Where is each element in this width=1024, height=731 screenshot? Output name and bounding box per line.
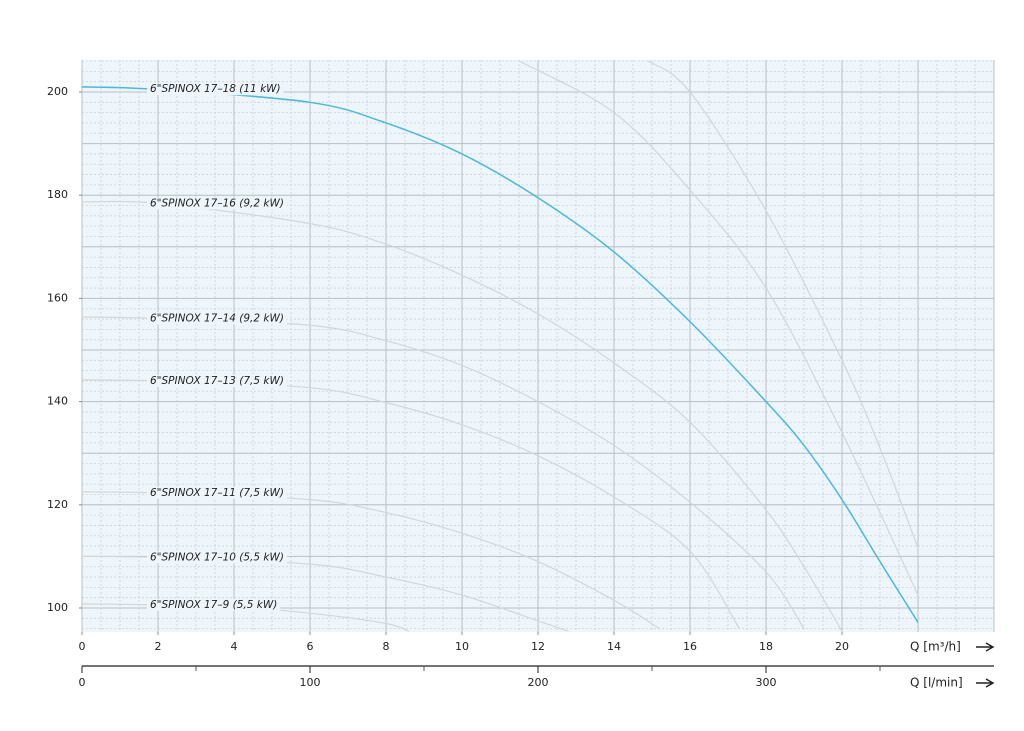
curve-group: 6"SPINOX 17–14 (9,2 kW) bbox=[82, 312, 805, 629]
curve bbox=[82, 86, 919, 623]
curve bbox=[82, 200, 843, 632]
x-axis-label: Q [m³/h] bbox=[910, 640, 961, 654]
label-bg bbox=[147, 197, 287, 210]
x-tick-label: 10 bbox=[455, 640, 469, 653]
curve-label: 6"SPINOX 17–10 (5,5 kW) bbox=[150, 551, 284, 563]
curve-group: 6"SPINOX 17–11 (7,5 kW) bbox=[82, 486, 660, 630]
curve-group bbox=[647, 60, 919, 549]
x-tick-label: 18 bbox=[759, 640, 773, 653]
x-tick-label: 12 bbox=[531, 640, 545, 653]
curve-label: 6"SPINOX 17–13 (7,5 kW) bbox=[150, 375, 284, 387]
x2-tick-label: 200 bbox=[528, 676, 549, 689]
x2-tick-label: 300 bbox=[756, 676, 777, 689]
x-tick-label: 8 bbox=[383, 640, 390, 653]
x2-tick-label: 0 bbox=[79, 676, 86, 689]
curve-group bbox=[518, 60, 919, 596]
y-tick-label: 140 bbox=[47, 395, 68, 408]
label-bg bbox=[147, 486, 287, 499]
label-bg bbox=[147, 598, 281, 611]
arrow bbox=[976, 678, 995, 688]
curve-label: 6"SPINOX 17–11 (7,5 kW) bbox=[150, 487, 284, 499]
curve-group: 6"SPINOX 17–13 (7,5 kW) bbox=[82, 374, 740, 629]
y-tick-label: 160 bbox=[47, 291, 68, 304]
x-tick-label: 14 bbox=[607, 640, 621, 653]
curve-group: 6"SPINOX 17–10 (5,5 kW) bbox=[82, 551, 569, 632]
curve-label: 6"SPINOX 17–14 (9,2 kW) bbox=[150, 312, 284, 324]
y-tick-label: 100 bbox=[47, 601, 68, 614]
label-bg bbox=[147, 83, 284, 96]
x-tick-label: 0 bbox=[79, 640, 86, 653]
x-tick-label: 2 bbox=[155, 640, 162, 653]
y-tick-label: 200 bbox=[47, 85, 68, 98]
curve-label: 6"SPINOX 17–16 (9,2 kW) bbox=[150, 197, 284, 209]
curve-label: 6"SPINOX 17–18 (11 kW) bbox=[150, 83, 281, 95]
curve-group: 6"SPINOX 17–16 (9,2 kW) bbox=[82, 197, 843, 632]
x2-axis-label: Q [l/min] bbox=[910, 676, 963, 690]
y-tick-label: 120 bbox=[47, 498, 68, 511]
label-bg bbox=[147, 374, 287, 387]
curve bbox=[518, 60, 919, 596]
curve bbox=[647, 60, 919, 549]
arrow bbox=[976, 642, 995, 652]
x-tick-label: 16 bbox=[683, 640, 697, 653]
label-bg bbox=[147, 312, 287, 325]
x2-tick-label: 100 bbox=[300, 676, 321, 689]
label-bg bbox=[147, 551, 287, 564]
x-tick-label: 6 bbox=[307, 640, 314, 653]
curve-label: 6"SPINOX 17–9 (5,5 kW) bbox=[150, 599, 277, 611]
y-tick-label: 180 bbox=[47, 188, 68, 201]
curve-group: 6"SPINOX 17–18 (11 kW) bbox=[82, 83, 919, 623]
curve-group: 6"SPINOX 17–9 (5,5 kW) bbox=[82, 598, 410, 632]
x-tick-label: 20 bbox=[835, 640, 849, 653]
x-tick-label: 4 bbox=[231, 640, 238, 653]
